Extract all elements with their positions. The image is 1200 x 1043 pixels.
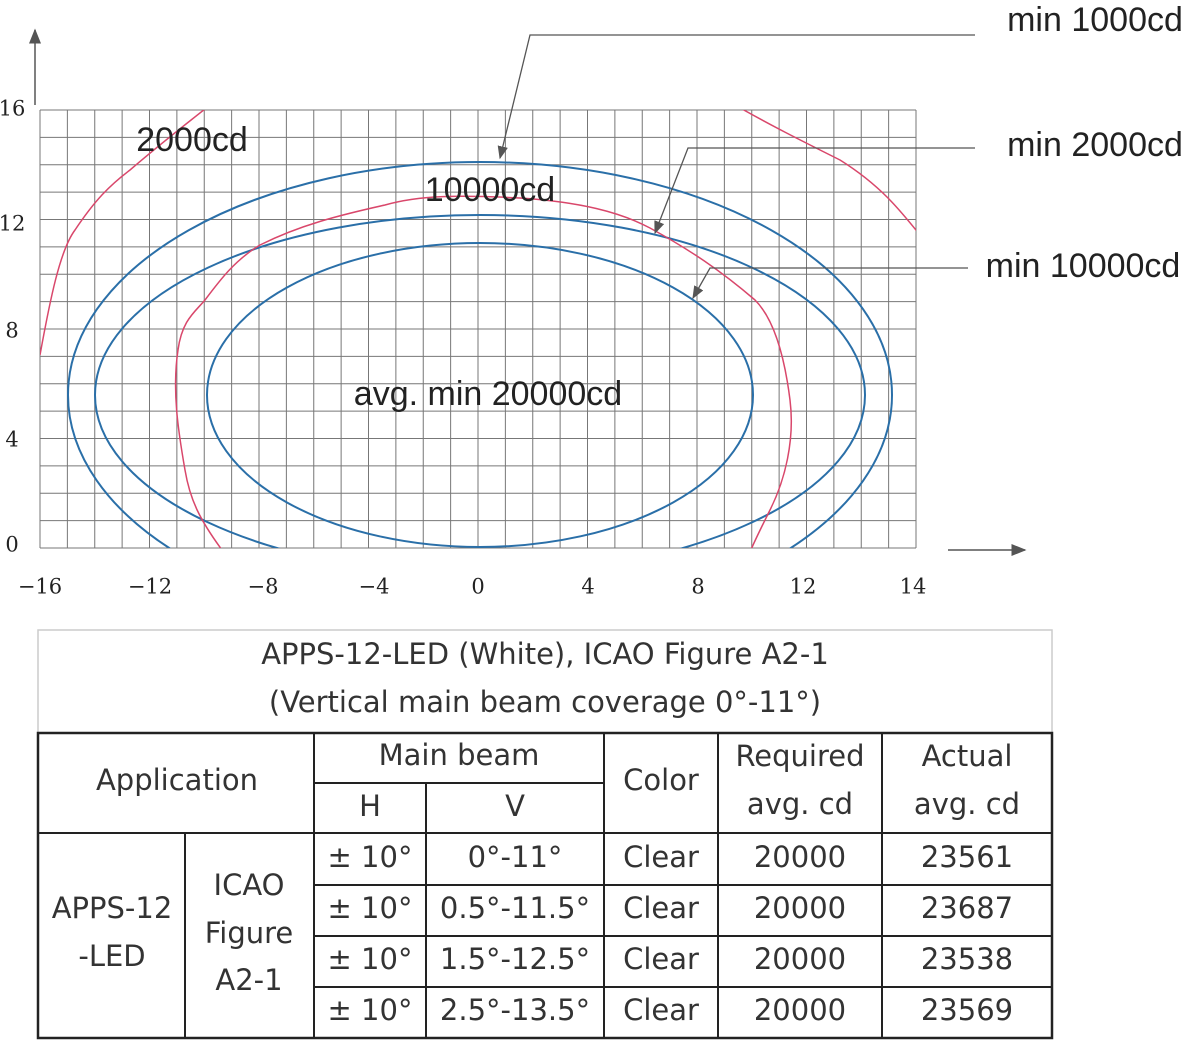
table: APPS-12-LED (White), ICAO Figure A2-1 (Ve… <box>36 629 1054 1040</box>
table-cell: 23538 <box>921 942 1013 976</box>
callout-label: min 1000cd <box>1007 1 1183 39</box>
table-title: (Vertical main beam coverage 0°-11°) <box>269 685 821 719</box>
contour-label: 2000cd <box>136 121 248 159</box>
callout-label: min 2000cd <box>1007 126 1183 164</box>
blue-contour <box>94 214 866 548</box>
x-tick-label: 4 <box>581 575 594 599</box>
y-tick-label: 16 <box>0 97 25 121</box>
callout-line <box>692 267 968 300</box>
table-cell: Clear <box>623 840 699 874</box>
table-cell: 20000 <box>754 993 846 1027</box>
table-title: APPS-12-LED (White), ICAO Figure A2-1 <box>261 637 829 671</box>
table-cell: ICAO <box>214 868 285 902</box>
header-cell: V <box>505 789 525 823</box>
table-cell: 23687 <box>921 891 1013 925</box>
table-cell: -LED <box>78 939 145 973</box>
table-cell: A2-1 <box>215 963 282 997</box>
x-tick-label: 8 <box>691 575 704 599</box>
x-tick-label: −4 <box>359 575 390 599</box>
table-cell: 2.5°-13.5° <box>440 993 590 1027</box>
y-tick-label: 4 <box>5 428 18 452</box>
blue-contour <box>67 161 893 548</box>
x-tick-label: −8 <box>248 575 279 599</box>
contour-label: 10000cd <box>425 171 555 209</box>
table-cell: 0.5°-11.5° <box>440 891 590 925</box>
contour-label: avg. min 20000cd <box>354 375 622 413</box>
table-cell: 20000 <box>754 840 846 874</box>
x-tick-label: −16 <box>18 575 62 599</box>
table-cell: APPS-12 <box>52 891 173 925</box>
table-cell: Clear <box>623 891 699 925</box>
red-contour <box>40 110 205 356</box>
red-contour <box>174 195 793 548</box>
table-cell: ± 10° <box>328 942 413 976</box>
header-cell: Actual <box>922 739 1013 773</box>
table-cell: Clear <box>623 993 699 1027</box>
table-cell: 20000 <box>754 942 846 976</box>
header-cell: Application <box>96 763 258 797</box>
header-cell: Color <box>623 763 699 797</box>
x-tick-label: 14 <box>900 575 927 599</box>
table-cell: Figure <box>205 916 294 950</box>
header-cell: Main beam <box>379 738 540 772</box>
curves <box>40 110 916 548</box>
x-tick-label: −12 <box>128 575 172 599</box>
table-cell: ± 10° <box>328 891 413 925</box>
plot-grid <box>39 109 917 549</box>
callout-line <box>497 34 975 160</box>
blue-contour <box>206 242 754 548</box>
table-cell: ± 10° <box>328 993 413 1027</box>
table-cell: Clear <box>623 942 699 976</box>
table-cell: 20000 <box>754 891 846 925</box>
y-tick-label: 8 <box>5 319 18 343</box>
red-contour <box>742 110 916 232</box>
table-cell: 23561 <box>921 840 1013 874</box>
header-cell: H <box>359 789 381 823</box>
callout-line <box>654 147 975 235</box>
header-cell: avg. cd <box>747 787 853 821</box>
table-cell: 0°-11° <box>468 840 563 874</box>
table-cell: 1.5°-12.5° <box>440 942 590 976</box>
table-cell: ± 10° <box>328 840 413 874</box>
y-tick-label: 0 <box>5 533 18 557</box>
header-cell: Required <box>735 739 864 773</box>
callout-label: min 10000cd <box>986 247 1181 285</box>
y-tick-label: 12 <box>0 212 25 236</box>
header-cell: avg. cd <box>914 787 1020 821</box>
x-tick-label: 0 <box>471 575 484 599</box>
table-cell: 23569 <box>921 993 1013 1027</box>
x-tick-label: 12 <box>790 575 817 599</box>
